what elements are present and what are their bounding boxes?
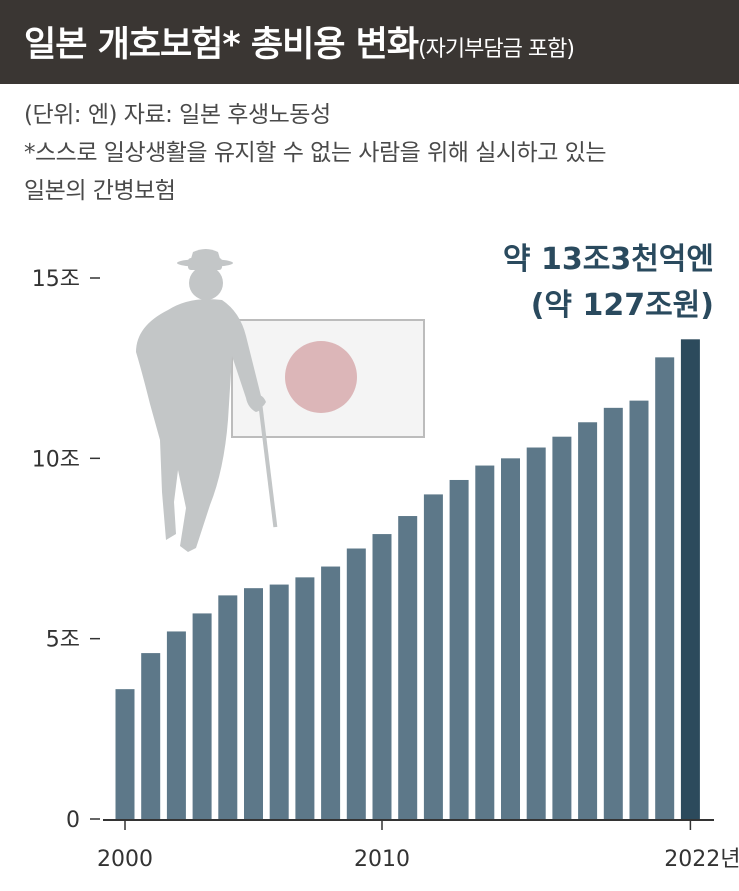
- bar-2015: [501, 458, 520, 819]
- bar-2018: [578, 422, 598, 819]
- annotation-line-1: 약 13조3천억엔: [503, 242, 714, 277]
- unit-source-note: (단위: 엔) 자료: 일본 후생노동성: [24, 102, 331, 128]
- bar-2013: [449, 479, 469, 819]
- bar-2008: [321, 566, 341, 819]
- bar-2007: [295, 577, 315, 819]
- x-tick-label-2000: 2000: [97, 847, 153, 872]
- y-tick-label-15: 15조: [32, 267, 80, 292]
- bar-2001: [141, 653, 161, 819]
- bar-2005: [244, 588, 263, 819]
- bar-2020: [629, 400, 649, 819]
- bar-2000: [115, 689, 135, 819]
- bar-2009: [346, 548, 366, 819]
- bar-2004: [218, 595, 238, 819]
- x-tick-label-2022: 2022년: [664, 847, 739, 872]
- bar-2006: [269, 584, 289, 819]
- footnote-line-2: 일본의 간병보험: [24, 178, 176, 204]
- bar-2011: [398, 516, 418, 819]
- chart-title: 일본 개호보험* 총비용 변화(자기부담금 포함): [24, 16, 575, 67]
- bar-2014: [475, 465, 495, 819]
- bar-2019: [603, 407, 623, 819]
- elderly-person-silhouette: [136, 249, 278, 552]
- axes: 0 5조 10조 15조 2000 2010 2022년: [32, 267, 739, 872]
- chart-title-main: 일본 개호보험* 총비용 변화: [24, 25, 419, 65]
- annotation-line-2: (약 127조원): [531, 288, 714, 323]
- y-tick-marks: [90, 277, 100, 820]
- bar-2021: [655, 357, 675, 819]
- bar-2017: [552, 436, 572, 819]
- y-tick-label-10: 10조: [32, 447, 80, 472]
- bars: [115, 339, 700, 819]
- footnote-line-1: *스스로 일상생활을 유지할 수 없는 사람을 위해 실시하고 있는: [24, 140, 607, 166]
- japan-flag-illustration: [231, 319, 425, 438]
- bar-2016: [526, 447, 546, 819]
- bar-2002: [166, 631, 186, 819]
- y-tick-label-5: 5조: [46, 628, 80, 653]
- bar-2022: [680, 339, 700, 819]
- bar-2003: [192, 613, 212, 819]
- notes: (단위: 엔) 자료: 일본 후생노동성 *스스로 일상생활을 유지할 수 없는…: [24, 96, 607, 210]
- x-tick-label-2010: 2010: [354, 847, 410, 872]
- chart-title-sub: (자기부담금 포함): [418, 37, 575, 62]
- bar-2010: [372, 534, 392, 819]
- y-tick-label-0: 0: [66, 808, 80, 833]
- bar-2012: [423, 494, 443, 819]
- title-bar: 일본 개호보험* 총비용 변화(자기부담금 포함): [0, 0, 739, 84]
